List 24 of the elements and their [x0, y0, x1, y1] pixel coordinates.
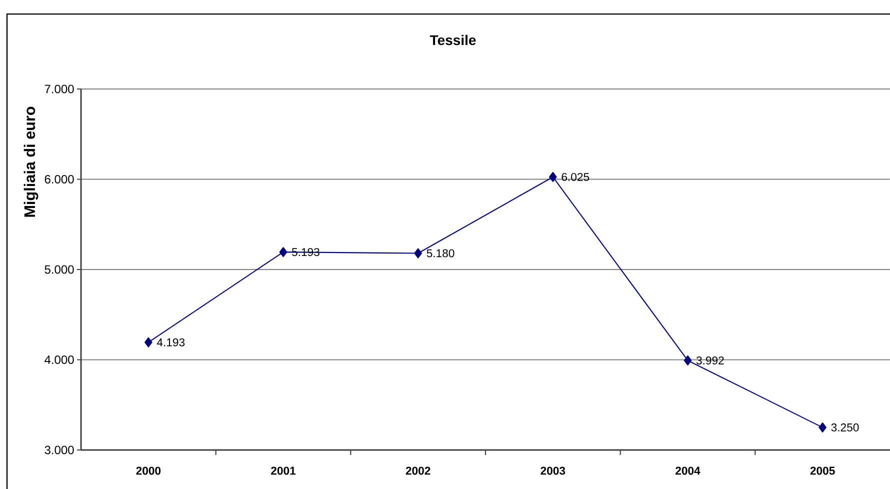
- y-tick-label: 4.000: [44, 355, 74, 364]
- y-tick-label: 7.000: [44, 84, 74, 94]
- point: [684, 355, 692, 366]
- point: [279, 247, 288, 258]
- x-tick-label: 2000: [136, 466, 161, 475]
- y-axis-title: Migliaia di euro: [24, 106, 38, 217]
- x-tick-label: 2001: [271, 466, 296, 475]
- data-label: 3.250: [831, 423, 859, 432]
- y-tick-label: 6.000: [44, 174, 74, 184]
- chart-title: Tessile: [430, 34, 476, 46]
- x-tick-label: 2003: [540, 466, 566, 475]
- x-tick-label: 2005: [810, 466, 835, 475]
- data-label: 5.180: [426, 249, 454, 258]
- point: [144, 337, 152, 348]
- point: [414, 248, 422, 258]
- x-tick-label: 2002: [406, 466, 430, 475]
- y-tick-label: 3.000: [44, 446, 74, 454]
- point: [549, 172, 557, 182]
- data-label: 3.992: [696, 356, 724, 364]
- x-tick-label: 2004: [676, 466, 700, 475]
- data-label: 4.193: [156, 338, 185, 346]
- data-label: 6.025: [562, 172, 590, 181]
- y-tick-label: 5.000: [44, 265, 74, 274]
- point: [818, 422, 826, 432]
